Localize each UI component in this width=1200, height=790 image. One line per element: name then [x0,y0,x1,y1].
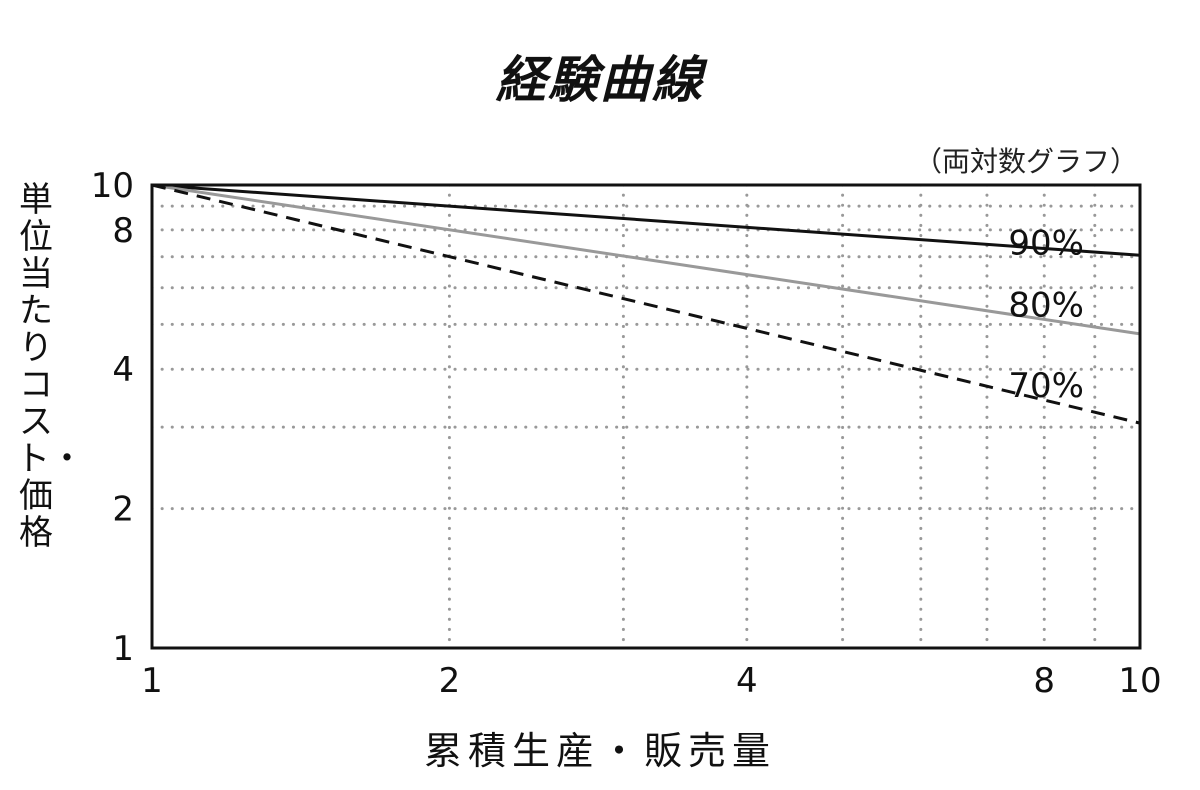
series-line-90pct [151,183,1141,257]
grid [150,183,1142,650]
series-lines [151,183,1141,425]
x-tick-label: 4 [736,661,758,701]
series-line-70pct [151,183,1141,425]
log-scale-note: （両対数グラフ） [913,145,1138,178]
x-tick-label: 10 [1118,661,1161,701]
x-tick-label: 8 [1033,661,1055,701]
y-tick-label: 8 [112,211,134,251]
y-tick-label: 10 [91,166,134,206]
series-labels: 90% 80% 70% [1008,224,1084,406]
series-line-80pct [151,183,1141,336]
x-tick-labels: 1 2 4 8 10 [141,661,1161,701]
series-label-90pct: 90% [1008,224,1084,264]
y-axis-label: 単位当たりコスト・価格 [16,180,84,553]
y-tick-label: 1 [112,629,134,669]
y-tick-label: 2 [112,490,134,530]
series-label-80pct: 80% [1008,286,1084,326]
series-label-70pct: 70% [1008,366,1084,406]
chart-title: 経験曲線 [496,51,704,109]
y-tick-labels: 1 2 4 8 10 [91,166,134,669]
x-axis-label: 累積生産・販売量 [423,729,776,773]
plot-frame [150,183,1142,650]
x-tick-label: 2 [439,661,461,701]
y-tick-label: 4 [112,350,134,390]
x-tick-label: 1 [141,661,163,701]
